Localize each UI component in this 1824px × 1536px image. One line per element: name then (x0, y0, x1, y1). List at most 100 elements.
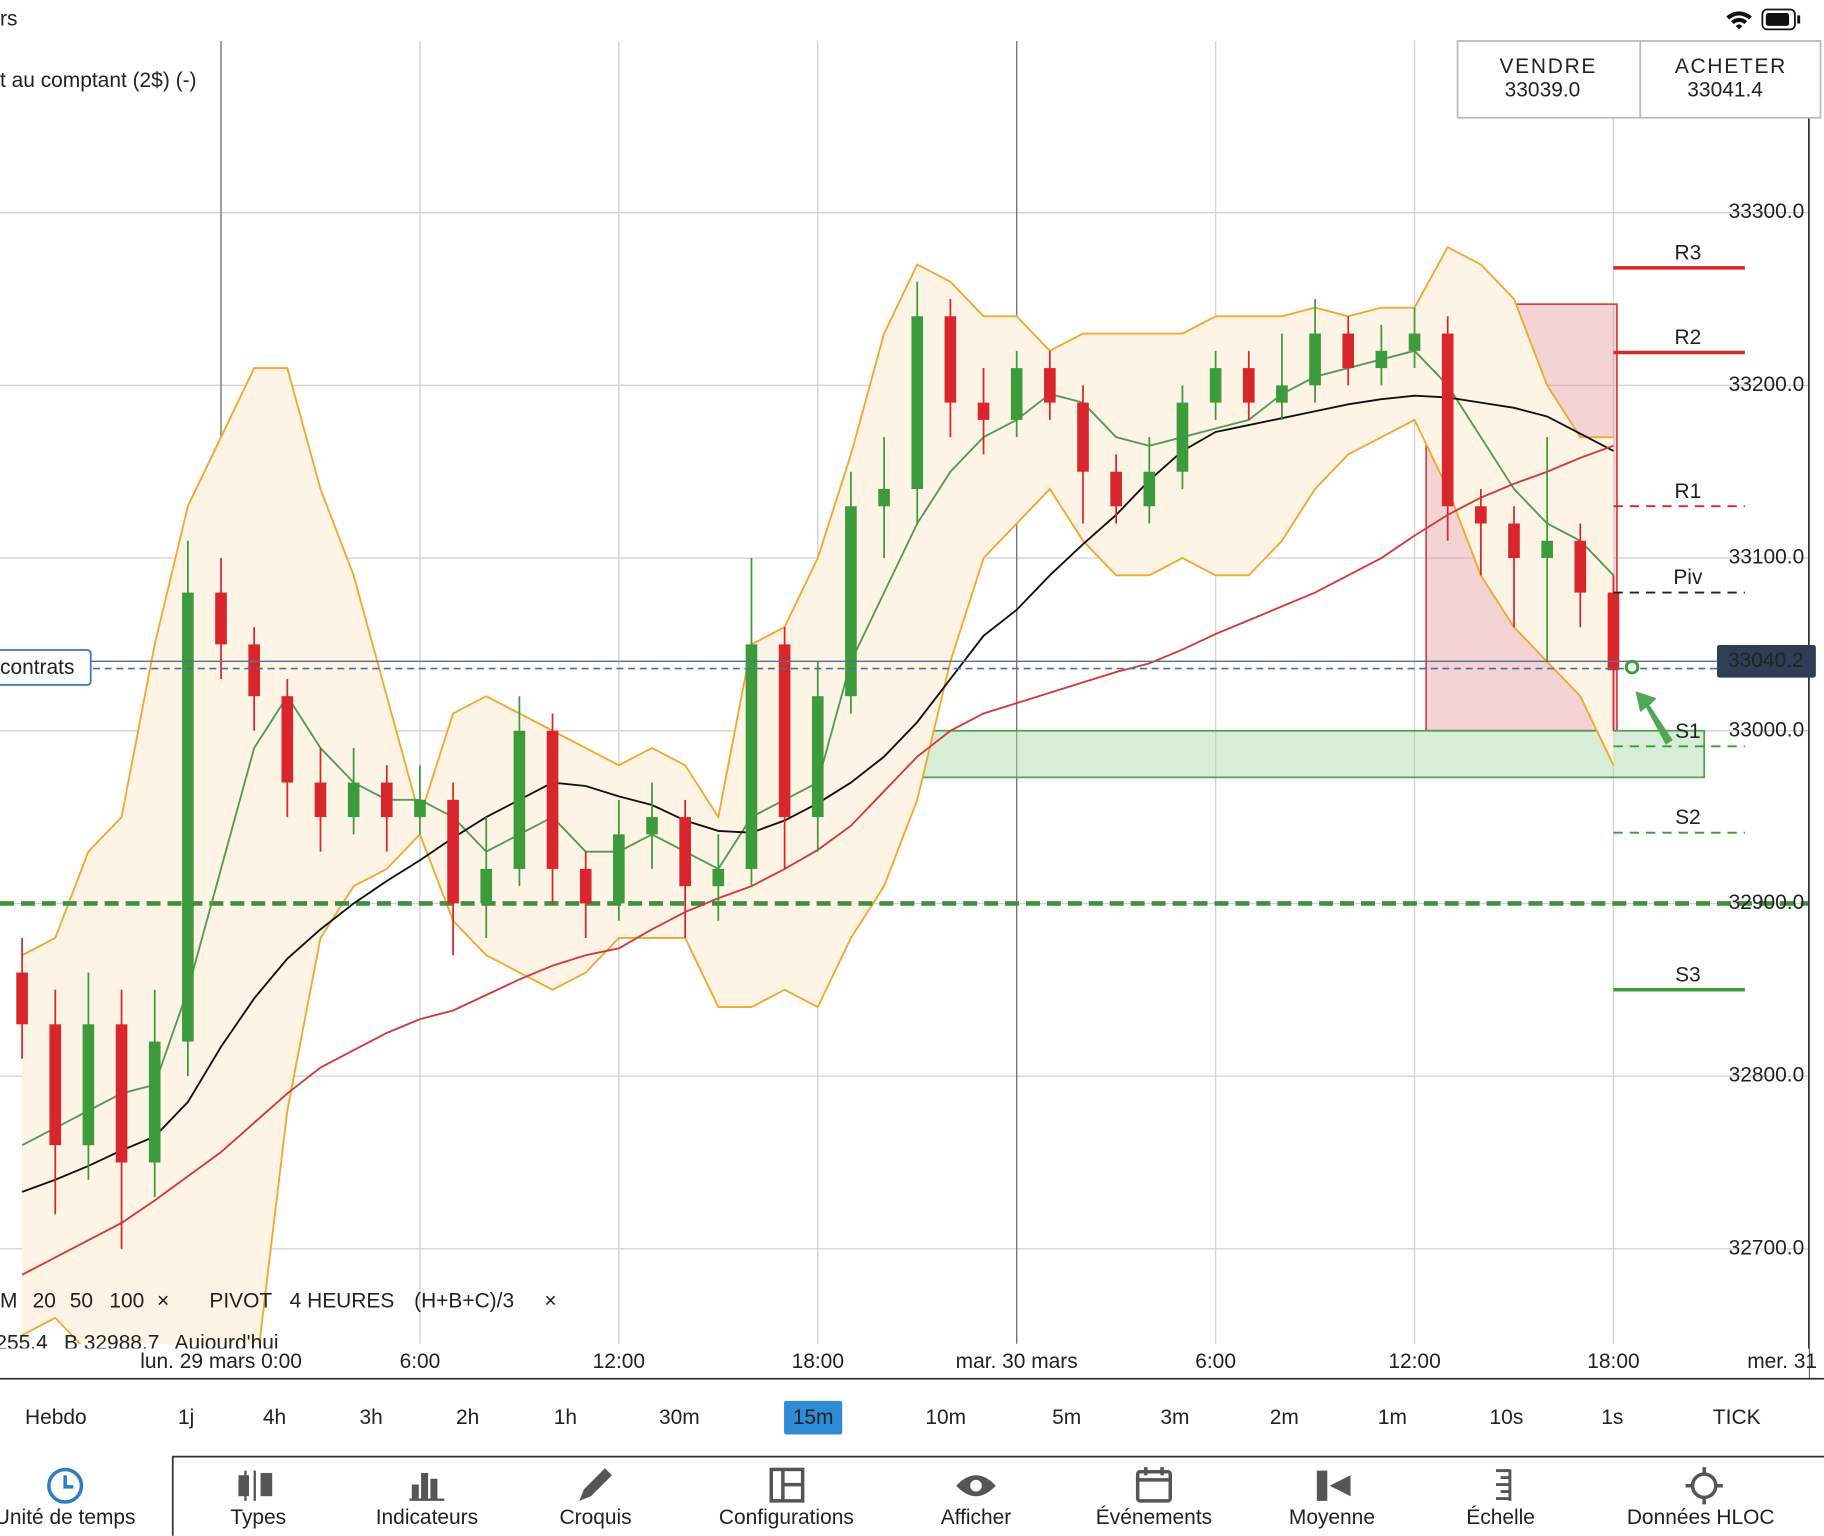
legend-prefix: M (0, 1289, 17, 1312)
candle-body (447, 799, 459, 904)
candle-body (1574, 540, 1587, 593)
toolbar-bg (0, 1456, 1824, 1536)
timeframe-option[interactable]: 3h (359, 1406, 382, 1429)
timeframe-option[interactable]: 1m (1378, 1406, 1407, 1429)
pivot-label: R1 (1675, 480, 1702, 503)
candle-body (314, 782, 327, 818)
timeframe-bar: Hebdo 1j 4h 3h 2h 1h 30m 15m 10m 5m 3m 2m 1m 10s 1s TIC… (25, 1400, 1761, 1435)
y-tick-label: 32800.0 (1729, 1064, 1805, 1087)
candle-body (1209, 368, 1222, 403)
buy-price: 33041.4 (1687, 79, 1763, 102)
timeframe-option[interactable]: 15m (793, 1406, 834, 1429)
pivot-label: R3 (1675, 241, 1702, 264)
toolbar-button[interactable]: Indicateurs (376, 1506, 478, 1529)
candle-body (1508, 523, 1520, 559)
pivot-label: S1 (1675, 720, 1701, 743)
pivot-label: Piv (1673, 566, 1703, 589)
candle-body (613, 834, 625, 904)
x-tick-label: 18:00 (1587, 1350, 1639, 1373)
timeframe-option[interactable]: Hebdo (25, 1406, 87, 1429)
timeframe-option[interactable]: TICK (1713, 1406, 1761, 1429)
timeframe-option[interactable]: 4h (263, 1406, 286, 1429)
buy-button[interactable]: ACHETER (1675, 55, 1787, 78)
x-tick-label: mar. 30 mars (956, 1350, 1078, 1373)
candle-body (712, 868, 725, 887)
timeframe-option[interactable]: 5m (1052, 1406, 1081, 1429)
x-tick-label: mer. 31 (1747, 1350, 1817, 1373)
candle-body (546, 730, 559, 869)
remove-indicator[interactable]: × (544, 1289, 556, 1312)
candle-body (1375, 350, 1388, 369)
candle-body (878, 488, 890, 507)
pivot-period: 4 HEURES (290, 1289, 395, 1312)
candle-body (1176, 402, 1189, 472)
timeframe-option[interactable]: 2h (456, 1406, 479, 1429)
candle-body (1607, 592, 1620, 671)
wifi-icon (1726, 11, 1752, 30)
layout-icon (769, 1467, 805, 1503)
timeframe-option[interactable]: 10m (925, 1406, 966, 1429)
timeframe-option[interactable]: 30m (659, 1406, 700, 1429)
toolbar-button[interactable]: Afficher (941, 1506, 1012, 1529)
y-tick-label: 32900.0 (1729, 891, 1805, 914)
toolbar-button[interactable]: Moyenne (1289, 1506, 1375, 1529)
candle-body (1276, 385, 1288, 403)
candle-body (745, 644, 758, 869)
sell-price: 33039.0 (1505, 79, 1581, 102)
candle-body (1475, 506, 1487, 524)
price-axis: 32700.0 32800.0 32900.0 33000.0 33100.0 33200… (1729, 200, 1805, 1259)
pivot-label: S2 (1675, 806, 1701, 829)
toolbar-button[interactable]: Types (230, 1506, 286, 1529)
candle-body (182, 592, 194, 1042)
x-tick-label: 6:00 (1195, 1350, 1236, 1373)
current-price-label: 33040.2 (1728, 649, 1804, 672)
y-tick-label: 32700.0 (1729, 1236, 1805, 1259)
timeframe-option[interactable]: 10s (1490, 1406, 1524, 1429)
legend-entry: 100 (109, 1289, 144, 1312)
toolbar-button[interactable]: Unité de temps (0, 1506, 136, 1529)
toolbar-button[interactable]: Croquis (560, 1506, 632, 1529)
candle-body (248, 644, 260, 697)
toolbar-button[interactable]: Configurations (719, 1506, 854, 1529)
candle-body (1408, 333, 1421, 351)
candle-body (1242, 368, 1255, 403)
candle-body (646, 817, 658, 835)
toolbar (0, 1455, 1824, 1536)
battery-icon (1761, 8, 1801, 31)
crosshair-icon (1685, 1467, 1723, 1505)
candle-body (778, 644, 791, 818)
trade-panel: VENDRE 33039.0 ACHETER 33041.4 (1456, 40, 1822, 119)
candle-body (1044, 368, 1056, 403)
sell-button[interactable]: VENDRE (1499, 55, 1597, 78)
position-label: contrats (0, 656, 74, 679)
last-price-marker (1624, 659, 1640, 675)
x-tick-label: 18:00 (792, 1350, 844, 1373)
zone (827, 729, 1706, 779)
candle-body (1342, 333, 1355, 369)
candle-body (1010, 368, 1023, 420)
timeframe-selected (784, 1400, 843, 1435)
toolbar-button[interactable]: Échelle (1466, 1506, 1535, 1529)
x-tick-label: 12:00 (1388, 1350, 1440, 1373)
sketch-icon (579, 1468, 612, 1501)
candle-body (1110, 471, 1122, 507)
legend-entry: 20 (33, 1289, 56, 1312)
toolbar-button[interactable]: Données HLOC (1627, 1506, 1775, 1529)
candle-body (414, 799, 426, 818)
x-tick-label: 6:00 (400, 1350, 441, 1373)
x-tick-label: lun. 29 mars 0:00 (140, 1350, 302, 1373)
candle-body (347, 782, 360, 818)
timeframe-option[interactable]: 1h (554, 1406, 577, 1429)
timeframe-option[interactable]: 1j (178, 1406, 194, 1429)
position-box (0, 649, 92, 686)
toolbar-button[interactable]: Événements (1096, 1506, 1212, 1529)
remove-indicator[interactable]: × (157, 1289, 169, 1312)
timeframe-option[interactable]: 2m (1270, 1406, 1299, 1429)
candle-body (579, 868, 592, 904)
timeframe-option[interactable]: 1s (1601, 1406, 1623, 1429)
candle-body (1309, 333, 1321, 386)
y-tick-label: 33000.0 (1729, 718, 1805, 741)
candle-body (513, 730, 526, 869)
candle-body (911, 316, 924, 489)
timeframe-option[interactable]: 3m (1160, 1406, 1189, 1429)
